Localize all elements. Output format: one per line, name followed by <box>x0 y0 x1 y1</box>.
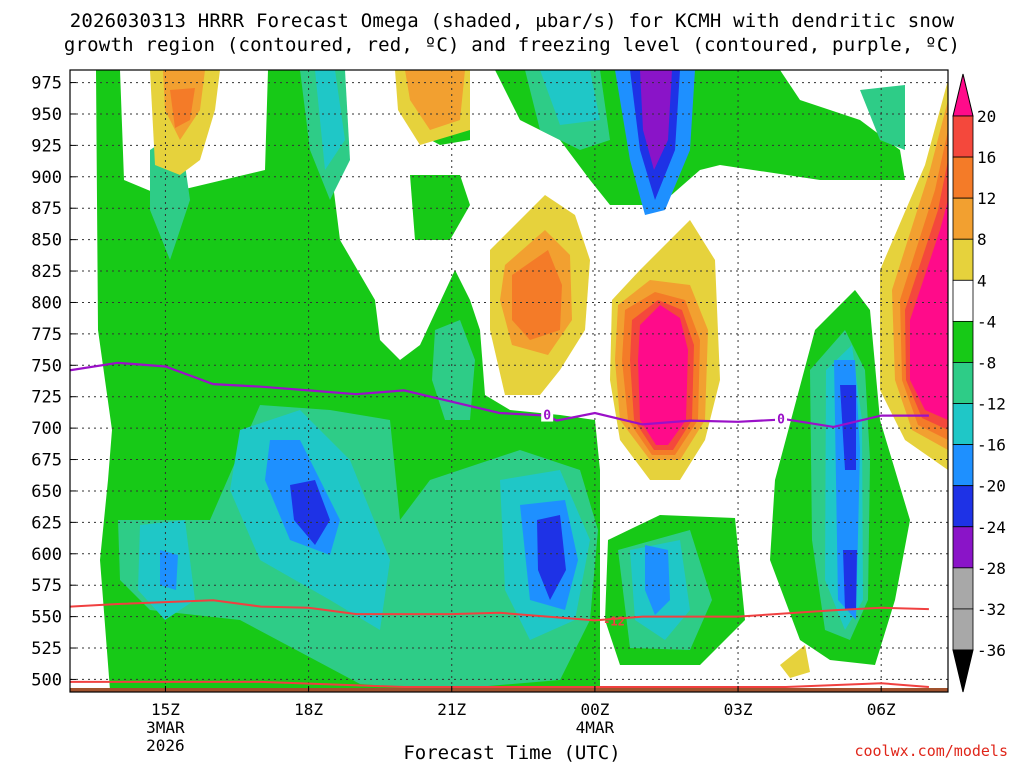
colorbar-bottom-arrow <box>952 649 974 693</box>
colorbar-top-arrow <box>952 73 974 117</box>
omega-shade-gold <box>405 70 465 130</box>
colorbar-label: 12 <box>977 189 996 208</box>
pressure-tick-label: 550 <box>31 608 62 628</box>
colorbar-label: -28 <box>977 559 1006 578</box>
freezing-level-label: 0 <box>543 409 551 424</box>
freezing-level-label-bg <box>774 411 787 426</box>
colorbar-label: 20 <box>977 107 996 126</box>
pressure-tick-label: 875 <box>31 199 62 219</box>
omega-shading <box>70 70 948 692</box>
pressure-tick-label: 750 <box>31 356 62 376</box>
pressure-tick-label: 525 <box>31 639 62 659</box>
dgz-contour-label: -12 <box>603 614 625 628</box>
colorbar-label: -12 <box>977 395 1006 414</box>
colorbar-label: -32 <box>977 600 1006 619</box>
pressure-tick-label: 625 <box>31 513 62 533</box>
omega-shade-yellow <box>780 645 810 678</box>
colorbar-swatch <box>952 156 974 199</box>
pressure-tick-label: 675 <box>31 451 62 471</box>
colorbar-label: 16 <box>977 148 996 167</box>
pressure-tick-label: 975 <box>31 74 62 94</box>
omega-shade-magenta <box>638 305 688 445</box>
time-tick-label: 21Z <box>437 700 466 719</box>
colorbar-swatch <box>952 608 974 651</box>
colorbar-label: -4 <box>977 312 996 331</box>
omega-shade-orange <box>170 88 195 128</box>
pressure-tick-label: 850 <box>31 231 62 251</box>
pressure-tick-label: 925 <box>31 136 62 156</box>
omega-shade-teal <box>432 320 475 420</box>
pressure-tick-label: 900 <box>31 168 62 188</box>
pressure-tick-label: 800 <box>31 293 62 313</box>
pressure-tick-label: 650 <box>31 482 62 502</box>
ground-surface <box>70 688 948 692</box>
omega-shade-darkblue <box>290 480 330 545</box>
colorbar-swatch <box>952 526 974 569</box>
colorbar-label: 4 <box>977 271 987 290</box>
pressure-tick-label: 575 <box>31 576 62 596</box>
colorbar-label: -8 <box>977 353 996 372</box>
chart-title-line-2: growth region (contoured, red, ºC) and f… <box>63 34 961 56</box>
pressure-tick-label: 600 <box>31 545 62 565</box>
pressure-tick-label: 825 <box>31 262 62 282</box>
plot-grid <box>70 70 948 692</box>
dgz-lower-contour <box>70 599 929 622</box>
colorbar-swatch <box>952 115 974 158</box>
pressure-axis: 500 525 550 575 600 625 650 675 700 725 750 775 800 8… <box>31 74 76 690</box>
watermark-link[interactable]: coolwx.com/models <box>854 742 1008 760</box>
colorbar-swatch <box>952 279 974 322</box>
colorbar-swatch <box>952 567 974 610</box>
omega-shade-teal <box>860 85 905 150</box>
omega-shade-orange <box>512 250 562 340</box>
colorbar-swatch <box>952 362 974 404</box>
omega-shade-darkblue <box>537 515 566 600</box>
omega-shade-green <box>410 175 470 240</box>
dgz-upper-contour <box>70 680 929 688</box>
omega-shade-blue <box>645 545 670 615</box>
time-tick-label: 06Z <box>867 700 896 719</box>
time-tick-label: 03Z <box>724 700 753 719</box>
omega-shade-magenta <box>910 200 948 420</box>
time-tick-label: 15Z <box>151 700 180 719</box>
colorbar-swatch <box>952 197 974 240</box>
colorbar-label: 8 <box>977 230 987 249</box>
chart-title-line-1: 2026030313 HRRR Forecast Omega (shaded, … <box>69 10 955 32</box>
pressure-tick-label: 700 <box>31 419 62 439</box>
contour-lines: -12 0 0 <box>70 361 929 688</box>
time-tick-date: 4MAR <box>576 718 615 737</box>
colorbar-label: -36 <box>977 641 1006 660</box>
colorbar-swatch <box>952 403 974 446</box>
time-tick-label: 00Z <box>580 700 609 719</box>
pressure-tick-label: 775 <box>31 325 62 345</box>
pressure-tick-label: 500 <box>31 670 62 690</box>
pressure-tick-label: 725 <box>31 388 62 408</box>
colorbar-swatch <box>952 444 974 487</box>
plot-frame <box>69 69 949 693</box>
x-axis-label: Forecast Time (UTC) <box>403 742 621 764</box>
omega-colorbar: 20 16 12 8 4 -4 -8 -12 -16 -20 -24 -28 -32 -36 <box>952 73 1006 693</box>
omega-shade-darkblue <box>843 550 857 610</box>
time-tick-year: 2026 <box>146 736 185 755</box>
freezing-level-label: 0 <box>777 412 785 427</box>
pressure-tick-label: 950 <box>31 105 62 125</box>
colorbar-swatch <box>952 238 974 281</box>
colorbar-label: -20 <box>977 477 1006 496</box>
colorbar-label: -24 <box>977 518 1006 537</box>
colorbar-label: -16 <box>977 436 1006 455</box>
omega-shade-cyan <box>540 70 600 125</box>
colorbar-swatch <box>952 320 974 363</box>
time-tick-date: 3MAR <box>146 718 185 737</box>
colorbar-swatch <box>952 485 974 528</box>
omega-shade-darkblue <box>840 385 856 470</box>
time-tick-label: 18Z <box>294 700 323 719</box>
freezing-level-label-bg <box>541 407 554 422</box>
omega-shade-blue <box>160 550 178 590</box>
